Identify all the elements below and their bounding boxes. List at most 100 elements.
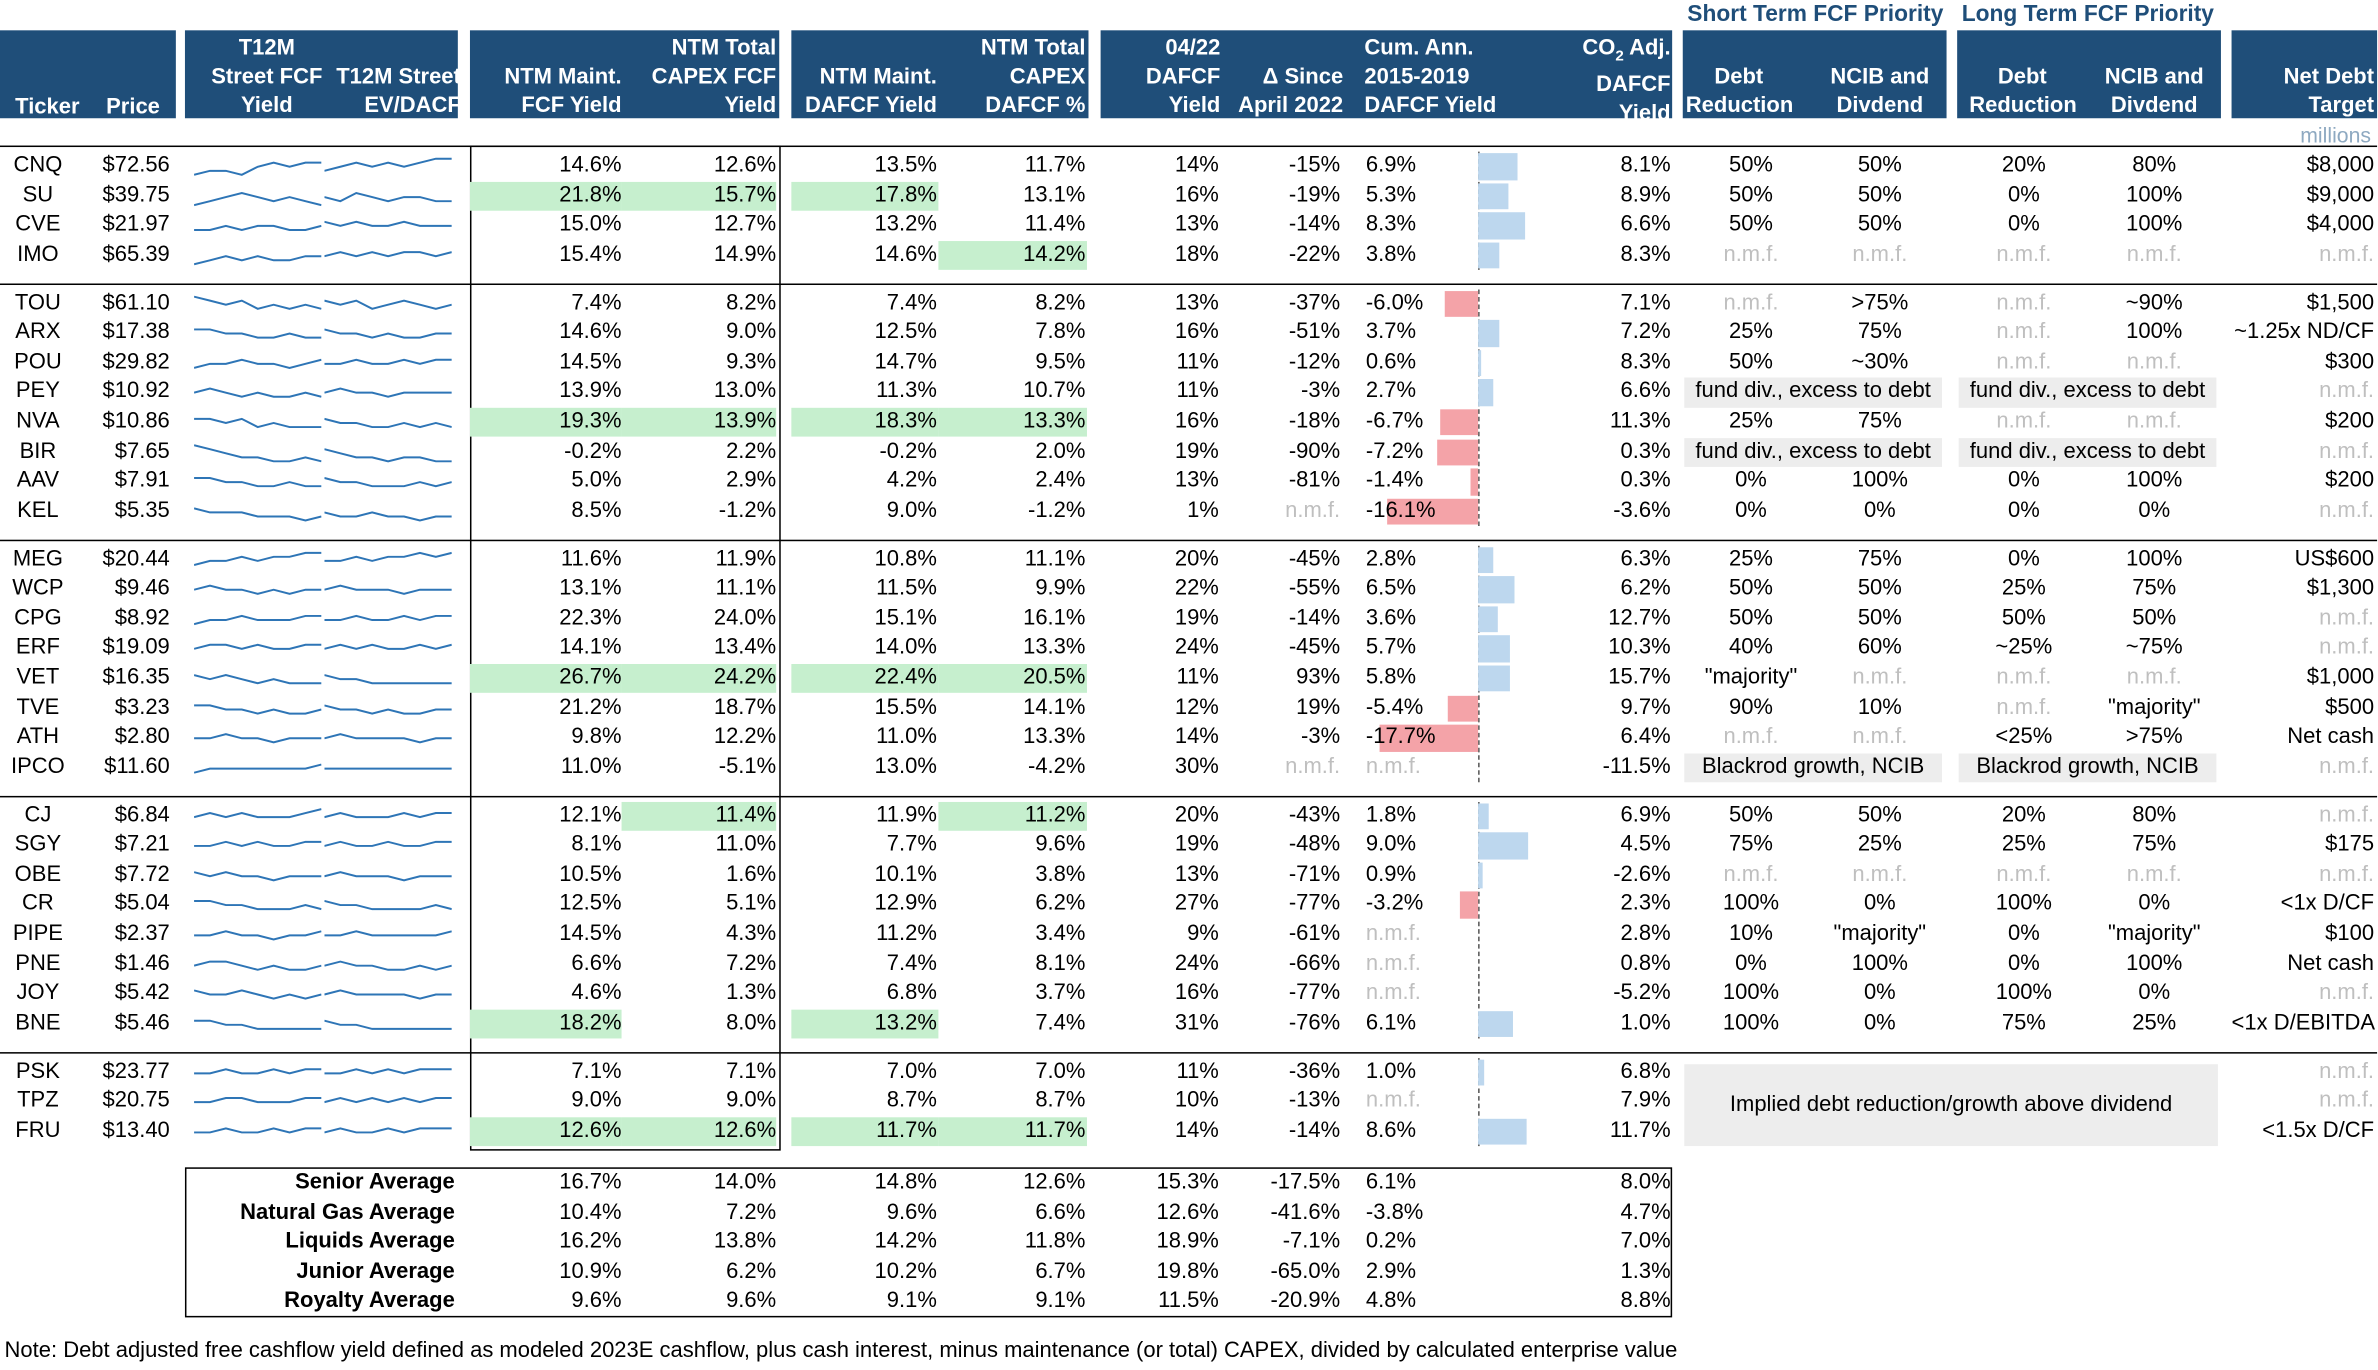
cell-maint-fcf: 13.9% xyxy=(559,379,622,404)
t12m-ev-sparkline xyxy=(324,358,452,365)
cum-yield-bar xyxy=(1478,605,1499,633)
t12m-ev-sparkline-line xyxy=(324,551,452,562)
cell-price: $13.40 xyxy=(102,1118,170,1143)
cell-total-dafcf: 9.9% xyxy=(1035,576,1086,601)
cell-co2: 7.9% xyxy=(1620,1088,1671,1113)
cell-co2: 11.3% xyxy=(1609,409,1671,434)
t12m-fcf-sparkline-line xyxy=(194,870,322,881)
t12m-fcf-sparkline-line xyxy=(194,328,322,339)
table-row: CR $5.04 12.5% 5.1% 12.9% 6.2% 27% -77% -3.2% 2.3… xyxy=(0,890,2377,920)
cell-lt-ncib: ~75% xyxy=(2125,635,2183,660)
cell-st-debt: 0% xyxy=(1735,951,1767,976)
cell-lt-ncib: "majority" xyxy=(2107,695,2201,720)
header-block-ntm-fcf xyxy=(469,30,780,119)
cell-lt-ncib: n.m.f. xyxy=(2126,409,2182,434)
cell-lt-ncib: 80% xyxy=(2132,153,2177,178)
t12m-ev-sparkline xyxy=(324,989,452,1000)
cell-st-ncib: 50% xyxy=(1857,802,1902,827)
cell-lt-ncib: 50% xyxy=(2132,605,2177,631)
header-t12m-ev: T12M Street EV/DACF xyxy=(336,65,461,119)
t12m-ev-sparkline-line xyxy=(324,673,452,685)
units-label: millions xyxy=(2300,122,2372,148)
cell-lt-debt: 0% xyxy=(2007,546,2040,571)
t12m-fcf-sparkline-line xyxy=(194,584,322,595)
cell-cum: 3.6% xyxy=(1365,605,1417,631)
cell-total-fcf: 1.3% xyxy=(726,980,777,1006)
t12m-fcf-sparkline-line xyxy=(194,733,322,744)
cell-ticker: VET xyxy=(16,665,60,690)
cell-price: $7.91 xyxy=(114,468,170,493)
cell-lt-debt: 0% xyxy=(2007,498,2040,523)
cell-delta: -14% xyxy=(1288,212,1341,237)
cell-total-fcf: 11.9% xyxy=(715,546,777,571)
t12m-fcf-sparkline xyxy=(194,614,322,625)
cell-price: $10.92 xyxy=(102,379,170,404)
cell-dafcf0422: 13% xyxy=(1174,862,1219,887)
cell-net-debt: n.m.f. xyxy=(2319,605,2375,631)
cell-lt-ncib: 100% xyxy=(2126,320,2183,345)
cell-dafcf0422: 11% xyxy=(1176,1058,1219,1084)
cell-cum: 6.9% xyxy=(1365,153,1417,178)
header-ntm-total-dafcf: NTM Total CAPEX DAFCF % xyxy=(980,36,1086,119)
cell-price: $7.72 xyxy=(114,862,170,887)
table-row: AAV $7.91 5.0% 2.9% 4.2% 2.4% 13% -81% -1.4% 0.3%… xyxy=(0,467,2377,497)
long-term-note: fund div., excess to debt xyxy=(1958,437,2217,468)
cell-maint-fcf: 22.3% xyxy=(559,605,622,631)
cum-yield-bar xyxy=(1478,546,1494,574)
t12m-ev-sparkline xyxy=(324,221,452,228)
cell-ticker: AAV xyxy=(16,468,60,493)
cell-co2: 8.1% xyxy=(1620,153,1671,178)
average-co2: 7.0% xyxy=(1620,1229,1671,1255)
cell-total-dafcf: 20.5% xyxy=(1023,665,1086,690)
t12m-ev-sparkline-line xyxy=(324,1126,452,1133)
cell-total-dafcf: 14.2% xyxy=(1023,242,1086,267)
t12m-ev-sparkline xyxy=(324,673,452,685)
cell-price: $20.75 xyxy=(102,1088,170,1113)
zero-axis xyxy=(1478,545,1480,783)
cell-lt-ncib: n.m.f. xyxy=(2126,349,2182,374)
zero-axis xyxy=(1478,151,1480,271)
cell-total-fcf: 1.6% xyxy=(726,862,777,887)
cell-lt-debt: 0% xyxy=(2007,468,2040,493)
average-row: Liquids Average 16.2% 13.8% 14.2% 11.8% 18.9%… xyxy=(0,1228,2377,1258)
cell-price: $9.46 xyxy=(114,576,170,601)
cell-total-dafcf: 7.4% xyxy=(1035,1010,1086,1035)
cell-delta: -36% xyxy=(1288,1058,1341,1084)
highlight-cell xyxy=(469,1009,622,1039)
header-lt-debt: Debt Reduction xyxy=(1969,65,2077,119)
t12m-fcf-sparkline-line xyxy=(194,763,322,774)
cell-lt-ncib: 100% xyxy=(2126,546,2183,571)
cell-maint-dafcf: 12.5% xyxy=(874,320,937,345)
cell-cum: 3.7% xyxy=(1365,320,1417,345)
cell-total-dafcf: -4.2% xyxy=(1028,754,1086,779)
cell-price: $23.77 xyxy=(102,1058,170,1084)
average-total-dafcf: 6.6% xyxy=(1035,1200,1086,1225)
cell-cum: 1.0% xyxy=(1365,1058,1417,1084)
cell-total-dafcf: 3.4% xyxy=(1035,921,1086,946)
header-block-street xyxy=(184,30,458,119)
cell-maint-fcf: 7.4% xyxy=(571,290,622,315)
average-label: Royalty Average xyxy=(284,1289,455,1314)
t12m-ev-sparkline-line xyxy=(324,614,452,621)
cell-st-debt: 100% xyxy=(1722,891,1780,917)
cell-maint-fcf: 6.6% xyxy=(571,951,622,976)
cell-ticker: JOY xyxy=(16,980,60,1006)
cell-net-debt: n.m.f. xyxy=(2319,635,2375,660)
cell-cum: 3.8% xyxy=(1365,242,1417,267)
cell-lt-debt: n.m.f. xyxy=(1996,665,2052,690)
cell-net-debt: $8,000 xyxy=(2306,153,2375,178)
cum-yield-bar xyxy=(1478,349,1482,377)
cell-delta: -77% xyxy=(1288,980,1341,1006)
cell-cum: n.m.f. xyxy=(1365,921,1421,946)
cell-delta: -3% xyxy=(1301,724,1341,750)
highlight-cell xyxy=(621,1116,777,1147)
cell-price: $65.39 xyxy=(102,242,170,267)
cell-lt-debt: 100% xyxy=(1995,980,2052,1006)
t12m-ev-sparkline xyxy=(324,1126,452,1133)
short-term-note: fund div., excess to debt xyxy=(1684,437,1942,468)
cell-maint-dafcf: 13.2% xyxy=(874,212,937,237)
cell-ticker: TVE xyxy=(16,695,60,720)
t12m-ev-sparkline-line xyxy=(324,417,452,428)
cell-delta: -90% xyxy=(1288,438,1341,464)
cell-dafcf0422: 19% xyxy=(1174,438,1219,464)
